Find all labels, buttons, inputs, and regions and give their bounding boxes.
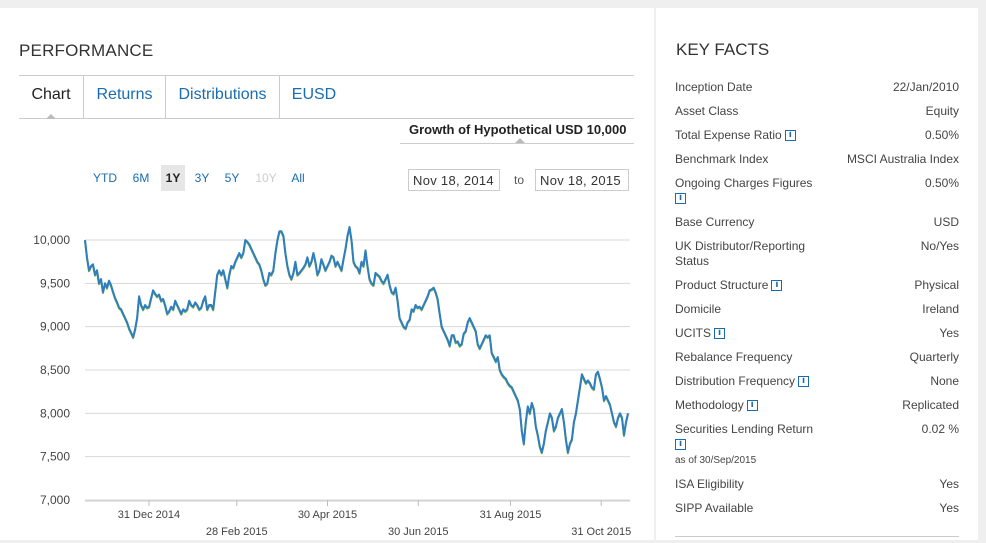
fact-value: Ireland <box>922 302 959 316</box>
growth-label[interactable]: Growth of Hypothetical USD 10,000 <box>409 122 627 137</box>
fact-label: UK Distributor/Reporting Status <box>675 239 806 268</box>
tab-divider <box>83 76 84 118</box>
key-facts-panel: KEY FACTS Inception Date 22/Jan/2010 Ass… <box>656 8 978 540</box>
growth-underline <box>400 143 634 144</box>
fact-value: Physical <box>914 278 959 292</box>
date-to-input[interactable]: Nov 18, 2015 <box>535 169 629 191</box>
fact-label: Securities Lending Return <box>675 422 814 436</box>
range-all-button[interactable]: All <box>291 171 305 185</box>
fact-label: Benchmark Index <box>675 152 769 166</box>
fact-value: USD <box>933 215 959 229</box>
info-icon[interactable]: i <box>784 130 796 142</box>
series-line <box>84 226 629 454</box>
fact-label: Distribution Frequency <box>675 374 796 388</box>
active-tab-caret <box>46 114 56 119</box>
x-tick-label: 30 Apr 2015 <box>298 509 357 521</box>
fact-value: 0.02 % <box>921 422 959 436</box>
fact-label: ISA Eligibility <box>675 477 744 491</box>
performance-title: PERFORMANCE <box>19 41 154 60</box>
key-facts-divider <box>675 536 959 537</box>
fact-value: 22/Jan/2010 <box>892 80 959 94</box>
fact-value: Yes <box>939 477 959 491</box>
range-ytd-button[interactable]: YTD <box>93 171 117 185</box>
y-tick-label: 9,000 <box>40 320 70 334</box>
fact-value: None <box>930 374 959 388</box>
x-tick-label: 30 Jun 2015 <box>388 526 449 538</box>
date-to-label: to <box>514 173 525 187</box>
y-tick-label: 8,500 <box>40 363 70 377</box>
key-facts-title: KEY FACTS <box>676 40 770 59</box>
y-tick-label: 7,500 <box>40 450 70 464</box>
fact-label: Total Expense Ratio <box>675 128 782 142</box>
fact-label: Asset Class <box>675 104 739 118</box>
performance-tabs: Chart Returns Distributions EUSD <box>19 75 634 119</box>
info-icon[interactable]: i <box>675 193 686 205</box>
performance-chart[interactable]: 10,000 9,500 9,000 8,500 8,000 7,500 7,000 31 D… <box>0 213 654 543</box>
fact-value: Equity <box>925 104 959 118</box>
tab-returns[interactable]: Returns <box>96 86 153 103</box>
fact-label: Methodology <box>675 398 744 412</box>
fact-label: UCITS <box>675 326 711 340</box>
range-6m-button[interactable]: 6M <box>132 171 150 185</box>
series-shadow-line <box>84 227 629 455</box>
tab-divider <box>165 76 166 118</box>
fact-value: Yes <box>939 326 959 340</box>
fact-label: Product Structure <box>675 278 769 292</box>
info-icon[interactable]: i <box>798 376 810 388</box>
y-tick-label: 7,000 <box>40 493 70 507</box>
info-icon[interactable]: i <box>746 400 758 412</box>
fact-label: Ongoing Charges Figures <box>675 176 813 190</box>
fact-value: No/Yes <box>920 239 959 253</box>
fact-value: 0.50% <box>924 176 959 190</box>
x-tick-label: 28 Feb 2015 <box>206 526 268 538</box>
fact-label: Inception Date <box>675 80 753 94</box>
fact-label: Base Currency <box>675 215 755 229</box>
fact-as-of-date: as of 30/Sep/2015 <box>675 455 757 466</box>
x-tick-label: 31 Dec 2014 <box>118 509 180 521</box>
info-icon[interactable]: i <box>771 280 783 292</box>
tab-eusd[interactable]: EUSD <box>291 86 337 103</box>
info-icon[interactable]: i <box>714 328 725 340</box>
fact-label: SIPP Available <box>675 501 754 515</box>
date-from-input[interactable]: Nov 18, 2014 <box>408 169 500 191</box>
range-10y-button: 10Y <box>255 171 277 185</box>
range-1y-button[interactable]: 1Y <box>161 165 185 191</box>
fact-value: Yes <box>939 501 959 515</box>
fact-label: Rebalance Frequency <box>675 350 793 364</box>
y-tick-label: 10,000 <box>33 233 70 247</box>
info-icon[interactable]: i <box>675 439 686 451</box>
y-tick-label: 9,500 <box>40 276 70 290</box>
fact-value: MSCI Australia Index <box>846 152 959 166</box>
fact-value: 0.50% <box>924 128 959 142</box>
tab-distributions[interactable]: Distributions <box>178 86 267 103</box>
y-tick-label: 8,000 <box>40 406 70 420</box>
fact-value: Quarterly <box>909 350 959 364</box>
tab-divider <box>279 76 280 118</box>
x-tick-label: 31 Oct 2015 <box>571 526 631 538</box>
performance-panel: PERFORMANCE Chart Returns Distributions … <box>0 8 654 540</box>
range-5y-button[interactable]: 5Y <box>224 171 240 185</box>
fact-value: Replicated <box>902 398 959 412</box>
tab-chart[interactable]: Chart <box>31 86 71 103</box>
range-3y-button[interactable]: 3Y <box>194 171 210 185</box>
fact-label: Domicile <box>675 302 722 316</box>
growth-caret <box>515 138 525 143</box>
x-tick-label: 31 Aug 2015 <box>480 509 542 521</box>
